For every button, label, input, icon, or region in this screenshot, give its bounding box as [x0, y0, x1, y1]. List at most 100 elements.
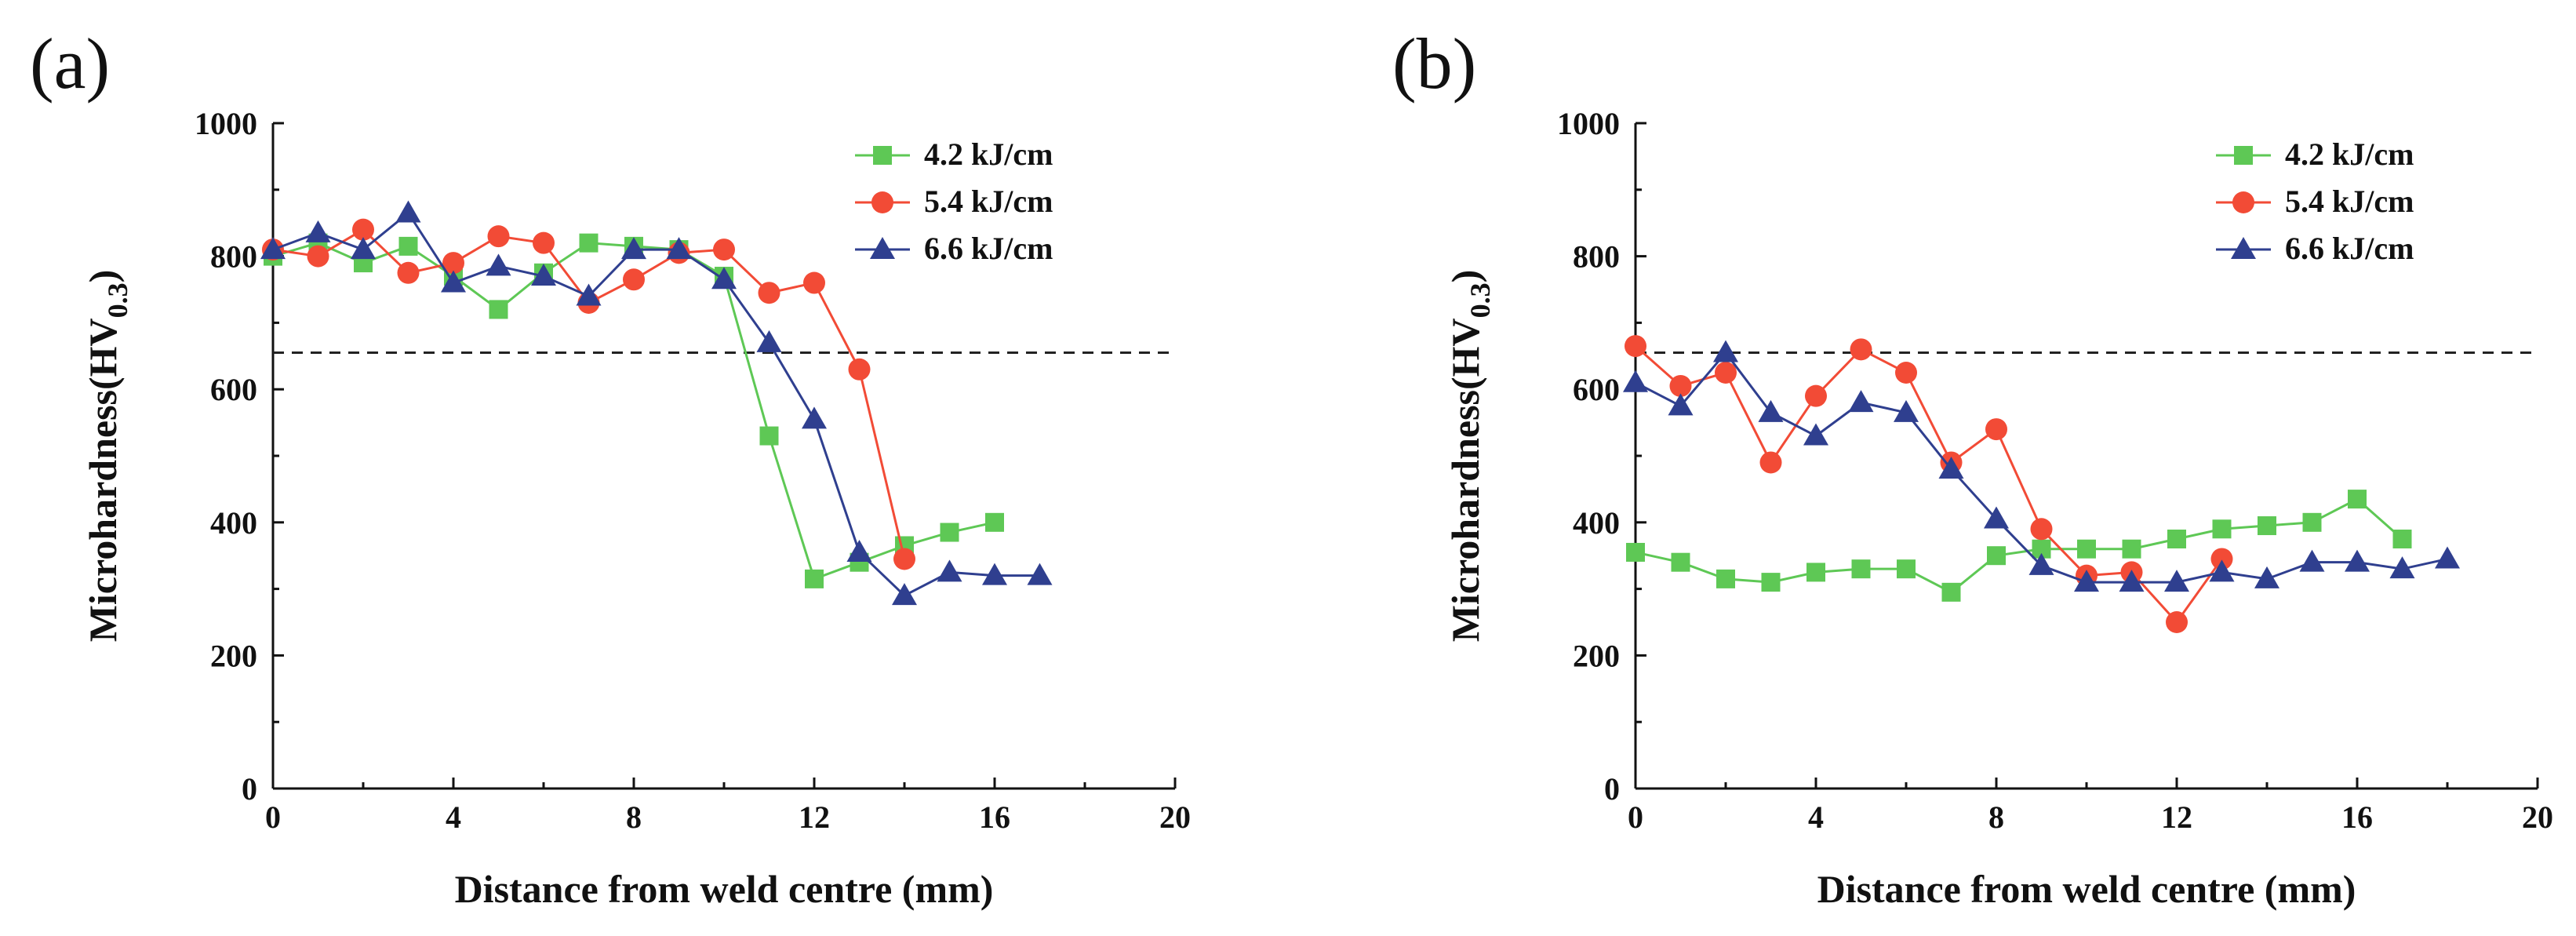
data-point — [846, 539, 872, 562]
data-point — [1806, 563, 1825, 582]
data-point — [1761, 573, 1781, 592]
data-point — [756, 330, 782, 352]
legend-item: 6.6 kJ/cm — [2216, 231, 2414, 266]
legend-marker — [873, 146, 892, 165]
data-point — [1669, 374, 1692, 397]
x-tick-label: 16 — [2341, 799, 2373, 835]
data-point — [1623, 370, 1648, 392]
data-point — [1984, 506, 2009, 529]
y-axis-title-main: Microhardness(HV — [1443, 318, 1487, 642]
data-point — [2435, 546, 2460, 569]
data-point — [805, 569, 824, 588]
data-point — [2119, 570, 2145, 592]
legend-label: 4.2 kJ/cm — [924, 137, 1053, 172]
data-point — [531, 264, 556, 286]
data-point — [1805, 384, 1827, 407]
data-point — [398, 236, 418, 256]
y-axis-title-close: ) — [1443, 270, 1487, 283]
data-point — [713, 239, 735, 261]
x-tick-label: 16 — [979, 799, 1010, 835]
legend-item: 6.6 kJ/cm — [855, 231, 1053, 266]
data-point — [802, 406, 827, 429]
data-point — [2030, 518, 2053, 541]
x-tick-label: 8 — [1988, 799, 2004, 835]
legend-item: 4.2 kJ/cm — [2216, 137, 2414, 172]
data-point — [1938, 456, 1964, 479]
data-point — [2258, 516, 2276, 536]
y-axis-title-subscript: 0.3 — [1464, 282, 1496, 318]
data-point — [2166, 611, 2188, 633]
data-point — [442, 252, 464, 275]
data-point — [892, 583, 917, 606]
x-tick-label: 12 — [799, 799, 830, 835]
data-point — [489, 300, 508, 319]
data-point — [2209, 559, 2235, 582]
legend-item: 5.4 kJ/cm — [855, 184, 1053, 219]
series-6-6-kj-cm — [260, 200, 1053, 606]
data-point — [1758, 399, 1784, 422]
x-tick-label: 4 — [446, 799, 461, 835]
data-point — [1987, 546, 2006, 566]
data-point — [351, 237, 376, 260]
data-point — [711, 267, 737, 290]
data-point — [623, 268, 645, 291]
y-tick-label: 0 — [1604, 771, 1620, 807]
data-point — [305, 220, 331, 242]
y-tick-label: 800 — [1573, 239, 1620, 275]
data-point — [1850, 338, 1872, 361]
data-point — [1941, 582, 1961, 602]
data-point — [2392, 530, 2412, 548]
data-point — [985, 512, 1004, 532]
legend-label: 5.4 kJ/cm — [924, 184, 1053, 219]
data-point — [937, 559, 962, 582]
data-point — [1895, 362, 1917, 384]
data-point — [576, 283, 602, 306]
x-tick-label: 8 — [626, 799, 642, 835]
legend-label: 4.2 kJ/cm — [2285, 137, 2414, 172]
data-point — [1851, 559, 1871, 579]
legend-marker — [2231, 237, 2256, 259]
data-point — [533, 231, 555, 254]
legend-item: 5.4 kJ/cm — [2216, 184, 2414, 219]
panel-label: (a) — [30, 24, 110, 104]
data-point — [2028, 552, 2054, 575]
data-point — [1668, 393, 1694, 416]
data-point — [260, 237, 286, 260]
legend-item: 4.2 kJ/cm — [855, 137, 1053, 172]
y-axis-title-main: Microhardness(HV — [81, 318, 125, 642]
x-tick-label: 20 — [1159, 799, 1191, 835]
data-point — [1897, 559, 1916, 579]
data-point — [2077, 539, 2096, 559]
y-tick-label: 1000 — [195, 106, 257, 141]
x-tick-label: 0 — [265, 799, 281, 835]
data-point — [666, 237, 692, 260]
series-line — [272, 211, 1040, 597]
data-point — [2302, 512, 2322, 532]
y-tick-label: 400 — [1573, 505, 1620, 541]
data-point — [982, 563, 1007, 585]
data-point — [352, 218, 374, 241]
data-point — [758, 282, 780, 304]
data-point — [1713, 340, 1738, 362]
data-point — [2167, 530, 2186, 548]
data-point — [1671, 552, 1690, 572]
y-axis-title: Microhardness(HV0.3) — [81, 270, 133, 643]
data-point — [441, 270, 466, 293]
data-point — [2164, 570, 2189, 592]
data-point — [1759, 451, 1782, 474]
data-point — [395, 200, 421, 223]
y-axis-title-subscript: 0.3 — [102, 282, 133, 318]
series-4-2-kj-cm — [1626, 490, 2412, 602]
data-point — [848, 358, 871, 381]
legend-label: 6.6 kJ/cm — [924, 231, 1053, 266]
data-point — [487, 225, 510, 248]
y-tick-label: 600 — [1573, 372, 1620, 407]
data-point — [621, 237, 646, 260]
data-point — [1848, 390, 1874, 413]
panel-label: (b) — [1392, 24, 1476, 104]
data-point — [1803, 423, 1828, 446]
legend-label: 6.6 kJ/cm — [2285, 231, 2414, 266]
